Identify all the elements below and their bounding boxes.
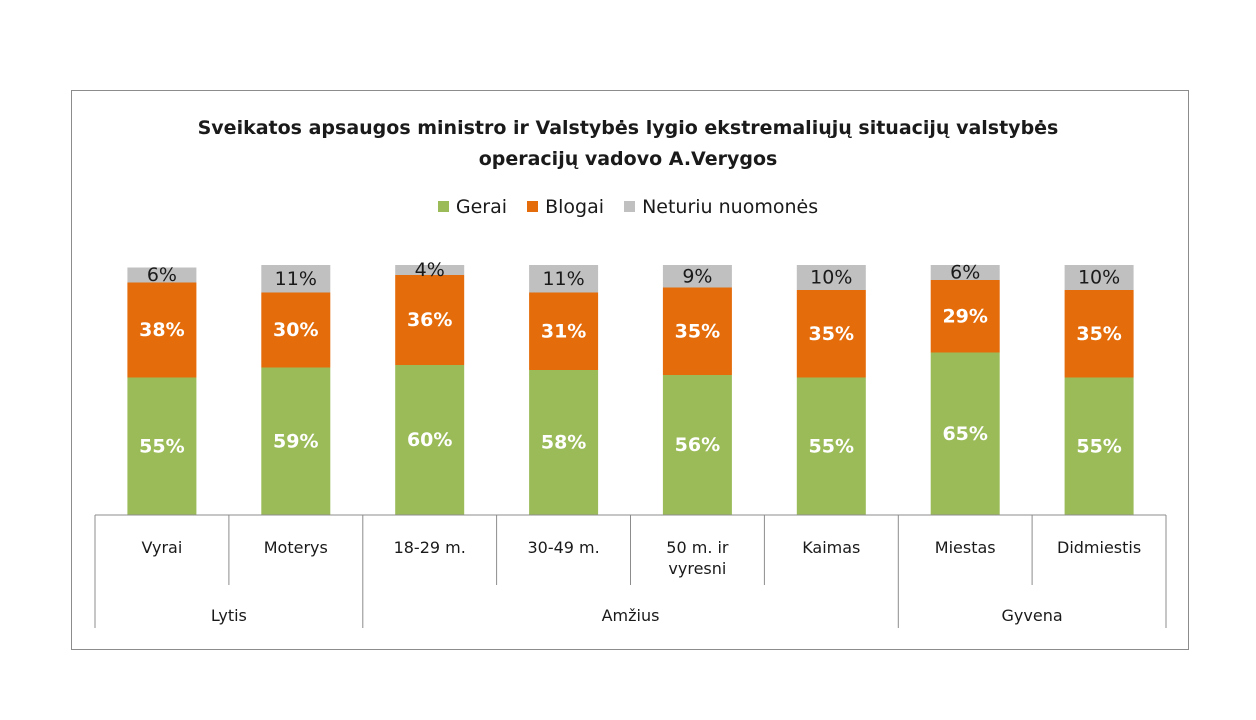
x-tick-label-line: Didmiestis (1057, 538, 1141, 557)
bar-gerai-kaimas (796, 377, 866, 515)
x-tick-label-30-49-m: 30-49 m. (527, 538, 599, 557)
x-tick-label-line: Kaimas (802, 538, 860, 557)
legend-label-gerai: Gerai (455, 196, 508, 218)
data-label-gerai-moterys: 59% (273, 430, 318, 452)
bar-blogai-18-29-m (395, 275, 465, 365)
group-label-gyvena: Gyvena (1002, 606, 1063, 625)
bar-neturiu-nuomones-50-m-ir-vyresni (662, 265, 732, 288)
x-tick-label-line: 30-49 m. (527, 538, 599, 557)
data-label-blogai-18-29-m: 36% (407, 309, 452, 331)
bar-blogai-didmiestis (1064, 290, 1134, 378)
bar-neturiu-nuomones-18-29-m (395, 265, 465, 275)
data-label-blogai-vyrai: 38% (139, 319, 184, 341)
legend-label-neturiu-nuomones: Neturiu nuomonės (642, 196, 819, 218)
bar-blogai-moterys (261, 292, 331, 368)
x-tick-label-kaimas: Kaimas (802, 538, 860, 557)
data-label-blogai-moterys: 30% (273, 319, 318, 341)
data-label-neturiu-nuomones-50-m-ir-vyresni: 9% (682, 265, 712, 287)
chart-title-line-2: operacijų vadovo A.Verygos (478, 148, 778, 170)
x-tick-label-line: 50 m. ir (666, 538, 729, 557)
data-label-gerai-vyrai: 55% (139, 435, 184, 457)
data-label-neturiu-nuomones-miestas: 6% (950, 262, 980, 284)
bar-gerai-didmiestis (1064, 377, 1134, 515)
legend-swatch-neturiu-nuomones (624, 201, 636, 212)
x-tick-label-vyrai: Vyrai (141, 538, 182, 557)
data-label-gerai-kaimas: 55% (809, 435, 854, 457)
bar-neturiu-nuomones-vyrai (127, 267, 197, 283)
legend-item-blogai: Blogai (527, 196, 604, 218)
bar-gerai-18-29-m (395, 365, 465, 515)
data-label-gerai-miestas: 65% (942, 423, 987, 445)
bar-neturiu-nuomones-didmiestis (1064, 265, 1134, 290)
bar-gerai-30-49-m (529, 370, 599, 515)
data-label-blogai-50-m-ir-vyresni: 35% (675, 320, 720, 342)
data-label-gerai-50-m-ir-vyresni: 56% (675, 434, 720, 456)
x-tick-label-line: Miestas (935, 538, 996, 557)
legend-swatch-gerai (437, 201, 449, 212)
bar-blogai-miestas (930, 280, 1000, 353)
chart-title: Sveikatos apsaugos ministro ir Valstybės… (0, 113, 1256, 175)
group-label-amzius: Amžius (602, 606, 660, 625)
bar-gerai-vyrai (127, 377, 197, 515)
legend-label-blogai: Blogai (545, 196, 605, 218)
bar-neturiu-nuomones-kaimas (796, 265, 866, 290)
legend-item-gerai: Gerai (437, 196, 508, 218)
bar-neturiu-nuomones-30-49-m (529, 265, 599, 293)
bar-blogai-30-49-m (529, 292, 599, 370)
data-label-blogai-kaimas: 35% (809, 323, 854, 345)
x-tick-label-line: vyresni (668, 559, 726, 578)
data-label-blogai-30-49-m: 31% (541, 320, 586, 342)
x-tick-label-line: Vyrai (141, 538, 182, 557)
chart-title-line-1: Sveikatos apsaugos ministro ir Valstybės… (197, 117, 1059, 139)
data-label-neturiu-nuomones-vyrai: 6% (147, 264, 177, 286)
legend-swatch-blogai (527, 201, 539, 212)
bar-blogai-50-m-ir-vyresni (662, 287, 732, 375)
legend: Gerai Blogai Neturiu nuomonės (0, 196, 1256, 218)
x-tick-label-moterys: Moterys (264, 538, 328, 557)
data-label-gerai-18-29-m: 60% (407, 429, 452, 451)
bar-blogai-vyrai (127, 282, 197, 378)
x-tick-label-50-m-ir-vyresni: 50 m. ir vyresni (666, 538, 729, 578)
bar-blogai-kaimas (796, 290, 866, 378)
bar-gerai-50-m-ir-vyresni (662, 375, 732, 515)
data-label-blogai-miestas: 29% (942, 305, 987, 327)
legend-item-neturiu-nuomones: Neturiu nuomonės (624, 196, 818, 218)
bar-neturiu-nuomones-miestas (930, 265, 1000, 280)
x-tick-label-didmiestis: Didmiestis (1057, 538, 1141, 557)
x-tick-label-line: 18-29 m. (394, 538, 466, 557)
data-label-neturiu-nuomones-30-49-m: 11% (542, 268, 584, 290)
data-label-gerai-30-49-m: 58% (541, 432, 586, 454)
data-label-neturiu-nuomones-18-29-m: 4% (415, 259, 445, 281)
data-label-blogai-didmiestis: 35% (1076, 323, 1121, 345)
data-label-gerai-didmiestis: 55% (1076, 435, 1121, 457)
bar-gerai-moterys (261, 367, 331, 515)
bar-neturiu-nuomones-moterys (261, 265, 331, 293)
bar-gerai-miestas (930, 352, 1000, 515)
x-tick-label-miestas: Miestas (935, 538, 996, 557)
x-tick-label-18-29-m: 18-29 m. (394, 538, 466, 557)
x-tick-label-line: Moterys (264, 538, 328, 557)
data-label-neturiu-nuomones-kaimas: 10% (810, 267, 852, 289)
group-label-lytis: Lytis (211, 606, 247, 625)
data-label-neturiu-nuomones-didmiestis: 10% (1078, 267, 1120, 289)
data-label-neturiu-nuomones-moterys: 11% (275, 268, 317, 290)
